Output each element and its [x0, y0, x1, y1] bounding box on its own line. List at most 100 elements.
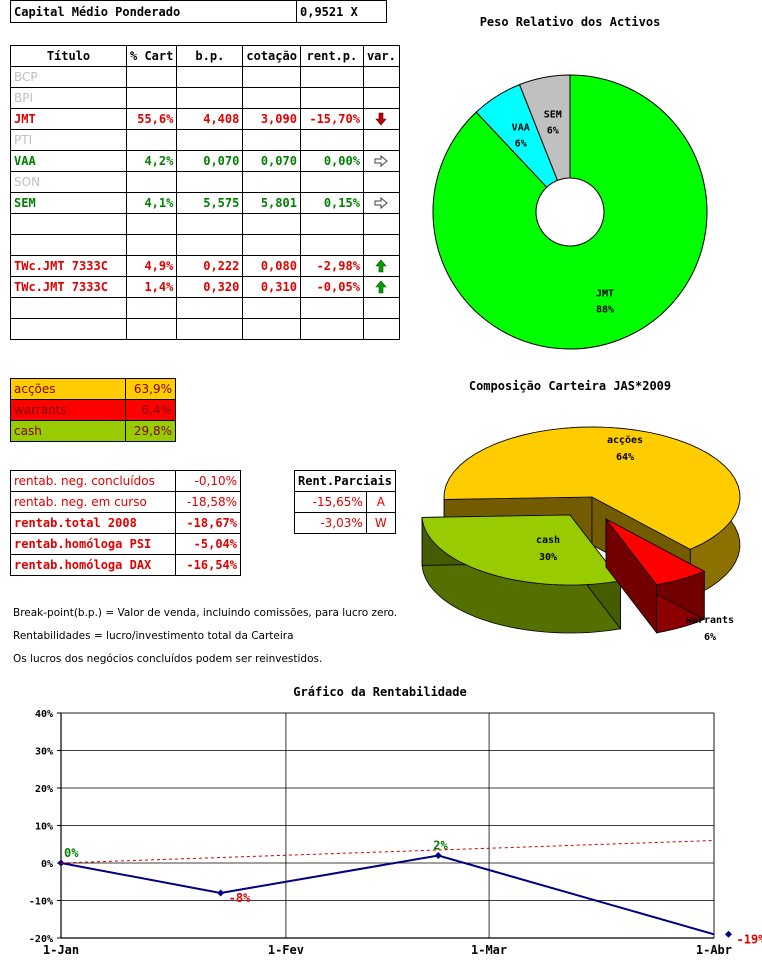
partial-value: -15,65% [294, 491, 367, 513]
cell-bp [176, 318, 244, 340]
pie-value-label: 6% [547, 126, 559, 137]
arrow-up-icon [375, 280, 388, 294]
cell-bp: 0,320 [176, 276, 244, 298]
note-breakpoint: Break-point(b.p.) = Valor de venda, incl… [13, 607, 398, 619]
cell-var [362, 66, 400, 88]
table-row [10, 234, 400, 256]
cell-titulo: BCP [10, 66, 127, 88]
cell-cart [125, 297, 178, 319]
pie3d-value-label: 6% [704, 632, 716, 643]
pie3d-slice-1 [605, 517, 706, 634]
cell-bp [176, 129, 244, 151]
cell-cotacao [242, 66, 301, 88]
col-header: rent.p. [299, 45, 364, 67]
cell-bp [176, 171, 244, 193]
table-row [10, 297, 400, 319]
x-tick-label: 1-Mar [471, 943, 507, 957]
data-label: -8% [229, 891, 251, 905]
table-row: TWc.JMT 7333C 4,9% 0,222 0,080 -2,98% [10, 255, 400, 277]
cell-cart [125, 66, 178, 88]
table-row: SON [10, 171, 400, 193]
table-row: PTI [10, 129, 400, 151]
cell-rent: -15,70% [299, 108, 364, 130]
cell-cart [125, 318, 178, 340]
cell-rent: -2,98% [299, 255, 364, 277]
composition-label: warrants [10, 399, 126, 421]
data-point [434, 852, 442, 859]
pie-chart-activos: JMT 88% VAA 6% SEM 6% [432, 74, 708, 350]
cell-var [362, 171, 400, 193]
cell-titulo: VAA [10, 150, 127, 172]
cell-bp [176, 297, 244, 319]
rentability-label: rentab. neg. em curso [10, 491, 176, 513]
rentability-value: -5,04% [175, 533, 241, 555]
cell-titulo [10, 234, 127, 256]
data-label: -19% [737, 932, 762, 946]
partial-row: -3,03% W [294, 512, 396, 534]
col-header: var. [362, 45, 400, 67]
line-chart-rentabilidade: -20% -10% 0% 10% 20% 30% 40% 1-Jan 1-Fev 1-Mar 1-A… [29, 709, 762, 957]
capital-value: 0,9521 X [296, 0, 387, 23]
cell-titulo: SEM [10, 192, 127, 214]
composition-value: 6,4% [125, 399, 176, 421]
table-header-row: Título % Cart b.p. cotação rent.p. var. [10, 45, 400, 67]
cell-titulo: JMT [10, 108, 127, 130]
cell-var [362, 87, 400, 109]
rentability-label: rentab. neg. concluídos [10, 470, 176, 492]
cell-var [362, 192, 400, 214]
partial-rentability-table: Rent.Parciais -15,65% A -3,03% W [294, 470, 396, 534]
cell-rent [299, 171, 364, 193]
table-row [10, 318, 400, 340]
rentability-row: rentab.homóloga PSI -5,04% [10, 533, 241, 555]
arrow-up-icon [375, 259, 388, 273]
cell-cart: 1,4% [125, 276, 178, 298]
rentability-value: -18,67% [175, 512, 241, 534]
partial-tag: W [365, 512, 396, 534]
cell-rent [299, 87, 364, 109]
table-row [10, 213, 400, 235]
cell-bp [176, 213, 244, 235]
cell-titulo: TWc.JMT 7333C [10, 255, 127, 277]
cell-rent [299, 66, 364, 88]
cell-var [362, 129, 400, 151]
pie-value-label: 6% [515, 138, 527, 149]
table-row: JMT 55,6% 4,408 3,090 -15,70% [10, 108, 400, 130]
pie-value-label: 88% [596, 304, 614, 315]
rentability-value: -0,10% [175, 470, 241, 492]
cell-cotacao: 0,070 [242, 150, 301, 172]
cell-cotacao [242, 234, 301, 256]
cell-rent [299, 129, 364, 151]
cell-cotacao: 3,090 [242, 108, 301, 130]
rentability-label: rentab.homóloga DAX [10, 554, 176, 576]
composition-row: acções 63,9% [10, 378, 176, 400]
composition-label: acções [10, 378, 126, 400]
data-point [217, 889, 225, 897]
cell-rent: -0,05% [299, 276, 364, 298]
cell-var [362, 318, 400, 340]
pie-label: VAA [512, 122, 530, 133]
cell-var [362, 276, 400, 298]
pie1-title: Peso Relativo dos Activos [479, 15, 661, 29]
cell-var [362, 255, 400, 277]
pie3d-value-label: 64% [616, 452, 634, 463]
y-tick-label: 10% [35, 822, 53, 833]
cell-cart [125, 234, 178, 256]
cell-var [362, 150, 400, 172]
cell-cotacao: 0,310 [242, 276, 301, 298]
rentability-label: rentab.homóloga PSI [10, 533, 176, 555]
y-tick-label: 40% [35, 709, 53, 720]
capital-label: Capital Médio Ponderado [10, 0, 297, 23]
x-tick-label: 1-Jan [43, 943, 79, 957]
cell-var [362, 108, 400, 130]
composition-value: 29,8% [125, 420, 176, 442]
cell-rent [299, 213, 364, 235]
x-tick-label: 1-Abr [696, 943, 732, 957]
rentability-value: -18,58% [175, 491, 241, 513]
data-point [725, 930, 733, 938]
x-tick-label: 1-Fev [268, 943, 304, 957]
col-header: cotação [242, 45, 301, 67]
arrow-right-icon [374, 155, 389, 168]
cell-rent: 0,15% [299, 192, 364, 214]
pie-slice-jmt [432, 74, 708, 350]
cell-bp: 4,408 [176, 108, 244, 130]
